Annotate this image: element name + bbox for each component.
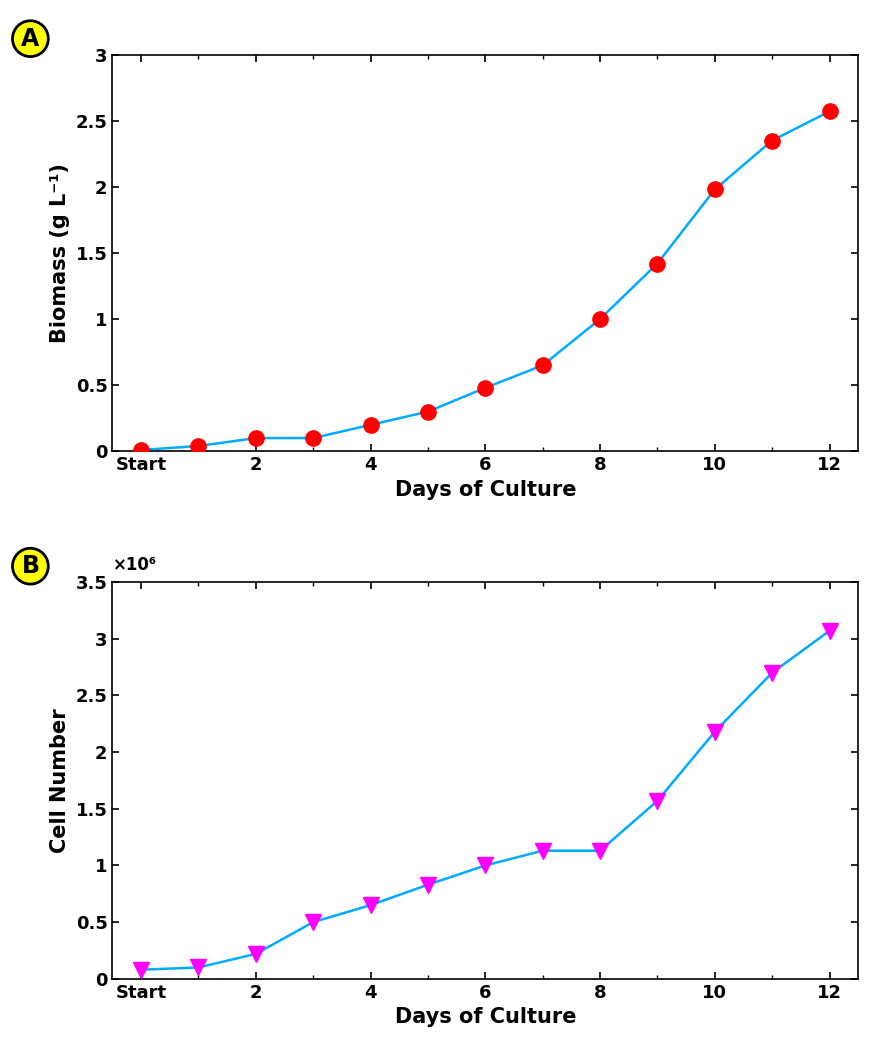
Text: A: A (21, 26, 40, 51)
Y-axis label: Cell Number: Cell Number (51, 708, 70, 852)
X-axis label: Days of Culture: Days of Culture (394, 1008, 576, 1028)
Y-axis label: Biomass (g L⁻¹): Biomass (g L⁻¹) (51, 162, 70, 343)
Text: ×10⁶: ×10⁶ (113, 556, 157, 574)
X-axis label: Days of Culture: Days of Culture (394, 480, 576, 500)
Text: B: B (21, 554, 39, 578)
